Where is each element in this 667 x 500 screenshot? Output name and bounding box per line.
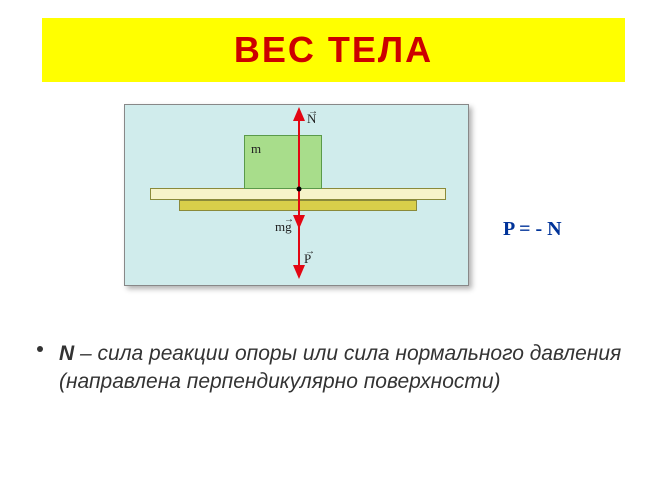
label-P: →P <box>304 251 311 267</box>
title-text: ВЕС ТЕЛА <box>234 29 433 71</box>
title-banner: ВЕС ТЕЛА <box>42 18 625 82</box>
bullet-icon <box>37 346 43 352</box>
description-text: N – сила реакции опоры или сила нормальн… <box>59 340 627 397</box>
table-surface-top <box>150 188 446 200</box>
label-mg: mg→ <box>275 219 292 235</box>
table-surface-under <box>179 200 417 211</box>
description-variable: N <box>59 342 74 365</box>
description-body: – сила реакции опоры или сила нормальног… <box>59 342 621 393</box>
label-N: →N <box>307 111 316 127</box>
mass-label: m <box>251 141 261 157</box>
equation-text: P = - N <box>503 218 562 241</box>
diagram-box: m →N mg→ →P <box>124 104 469 286</box>
